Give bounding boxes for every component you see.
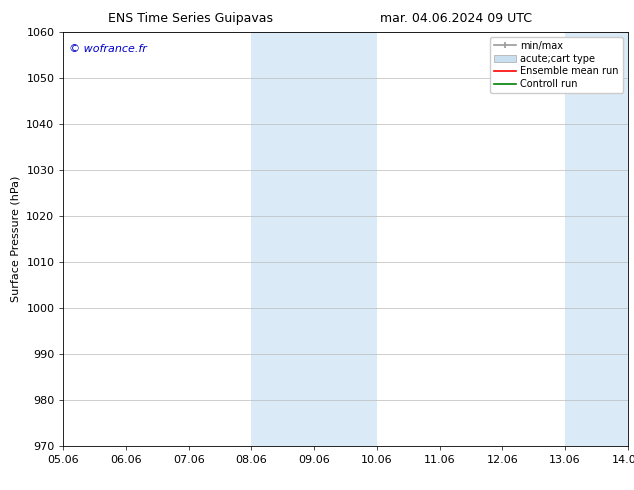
Text: © wofrance.fr: © wofrance.fr xyxy=(69,44,147,54)
Text: mar. 04.06.2024 09 UTC: mar. 04.06.2024 09 UTC xyxy=(380,12,533,25)
Y-axis label: Surface Pressure (hPa): Surface Pressure (hPa) xyxy=(11,176,21,302)
Bar xyxy=(252,32,377,446)
Bar xyxy=(565,32,628,446)
Legend: min/max, acute;cart type, Ensemble mean run, Controll run: min/max, acute;cart type, Ensemble mean … xyxy=(490,37,623,93)
Text: ENS Time Series Guipavas: ENS Time Series Guipavas xyxy=(108,12,273,25)
